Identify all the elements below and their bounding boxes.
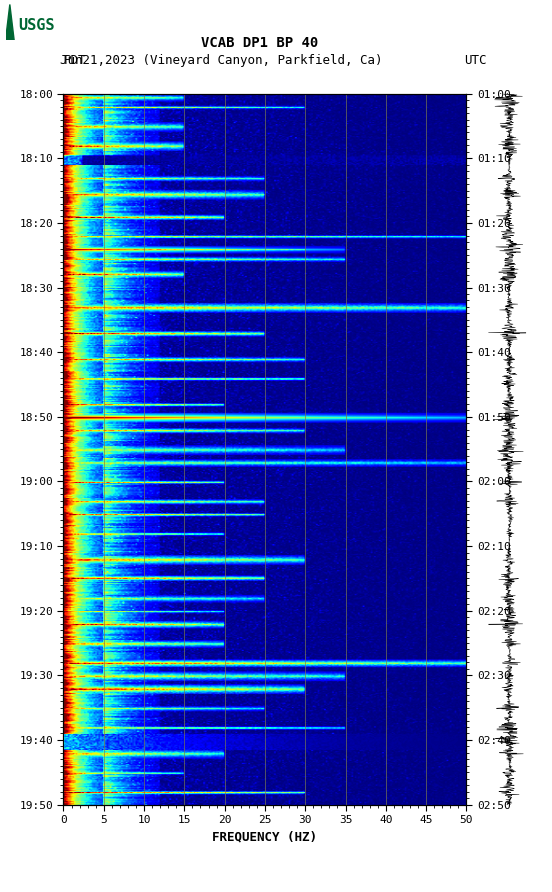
X-axis label: FREQUENCY (HZ): FREQUENCY (HZ)	[213, 830, 317, 844]
Text: Jun21,2023 (Vineyard Canyon, Parkfield, Ca): Jun21,2023 (Vineyard Canyon, Parkfield, …	[60, 54, 382, 67]
Text: PDT: PDT	[63, 54, 86, 67]
Polygon shape	[6, 4, 14, 40]
Text: USGS: USGS	[18, 19, 55, 33]
Text: VCAB DP1 BP 40: VCAB DP1 BP 40	[201, 36, 318, 50]
Text: UTC: UTC	[464, 54, 486, 67]
